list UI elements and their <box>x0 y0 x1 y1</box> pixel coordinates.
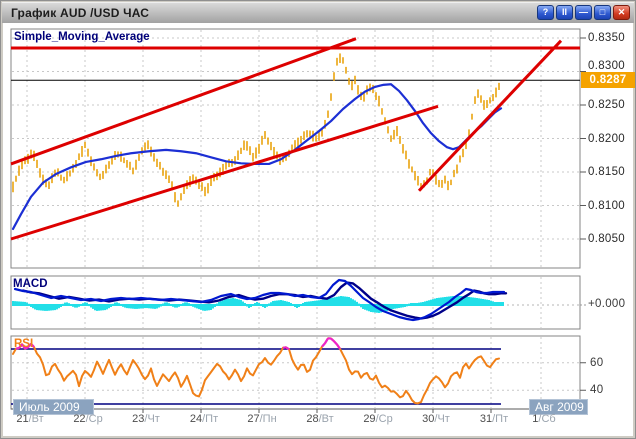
sma-line <box>11 83 503 231</box>
channel-upper-line <box>10 37 357 166</box>
titlebar-maximize-button[interactable]: □ <box>594 5 611 20</box>
macd-panel <box>10 275 581 330</box>
price-axis-label: 0.8350 <box>588 32 625 44</box>
rsi-axis-label: 60 <box>590 356 604 369</box>
x-axis-label: 28/Вт <box>306 413 334 425</box>
macd-indicator-label: MACD <box>13 278 48 290</box>
sma-indicator-label: Simple_Moving_Average <box>14 31 150 43</box>
channel-lower-line <box>10 104 439 241</box>
price-axis-label: 0.8200 <box>588 132 625 145</box>
price-axis-label: 0.8050 <box>588 233 625 245</box>
titlebar-buttons: ? II — □ ✕ <box>535 5 630 20</box>
chart-client-area <box>3 23 633 436</box>
rsi-overbought-segment <box>24 346 29 350</box>
x-axis-label: 30/Чт <box>422 413 450 425</box>
titlebar[interactable]: График AUD /USD ЧАС ? II — □ ✕ <box>2 2 634 23</box>
rsi-overbought-segment <box>15 346 20 350</box>
month-label-july: Июль 2009 <box>13 399 94 415</box>
x-axis-label: 23/Чт <box>132 413 160 425</box>
x-axis-label: 29/Ср <box>363 413 393 425</box>
rsi-overbought-segment <box>21 343 26 350</box>
price-axis-label: 0.8100 <box>588 199 625 212</box>
rsi-overbought-segment <box>30 343 35 348</box>
rsi-overbought-segment <box>324 337 329 344</box>
current-price-tag: 0.8287 <box>581 72 635 88</box>
steep-support-line <box>417 39 563 192</box>
window-title: График AUD /USD ЧАС <box>11 5 150 20</box>
titlebar-close-button[interactable]: ✕ <box>613 5 630 20</box>
titlebar-minimize-button[interactable]: — <box>575 5 592 20</box>
rsi-line <box>12 337 500 405</box>
rsi-overbought-segment <box>336 343 341 350</box>
price-axis-label: 0.8250 <box>588 99 625 111</box>
rsi-overbought-segment <box>330 337 335 343</box>
rsi-overbought-segment <box>285 346 290 351</box>
x-axis-label: 22/Ср <box>73 413 103 425</box>
rsi-panel <box>10 335 581 410</box>
x-axis-label: 27/Пн <box>247 413 277 425</box>
macd-zero-label: +0.000 <box>588 298 626 310</box>
rsi-axis-label: 40 <box>590 384 604 397</box>
x-axis-label: 24/Пт <box>189 413 219 425</box>
titlebar-help-button[interactable]: ? <box>537 5 554 20</box>
rsi-indicator-label: RSI <box>14 338 34 350</box>
rsi-overbought-segment <box>333 340 338 346</box>
x-axis-label: 31/Пт <box>479 413 509 425</box>
price-axis-label: 0.8150 <box>588 166 625 178</box>
x-axis-label: 1/Сб <box>532 413 556 425</box>
macd-line <box>13 278 506 322</box>
main-panel <box>10 28 581 269</box>
x-axis-label: 21/Вт <box>16 413 44 425</box>
price-axis-label: 0.8300 <box>588 59 625 72</box>
month-label-august: Авг 2009 <box>529 399 588 415</box>
rsi-overbought-segment <box>321 342 326 348</box>
titlebar-pause-button[interactable]: II <box>556 5 573 20</box>
